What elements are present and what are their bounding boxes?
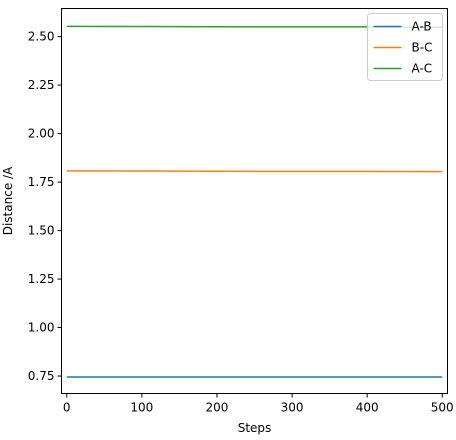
y-tick-label: 2.25 (28, 78, 55, 92)
plot-frame (61, 8, 448, 394)
y-axis-label: Distance /A (1, 166, 15, 235)
legend-box (367, 13, 443, 81)
legend-label-a-c: A-C (412, 62, 433, 76)
y-tick-label: 1.75 (28, 175, 55, 189)
x-tick-label: 200 (205, 401, 228, 415)
y-tick-label: 2.50 (28, 30, 55, 44)
x-tick-label: 300 (281, 401, 304, 415)
x-tick-label: 400 (356, 401, 379, 415)
y-tick-label: 1.00 (28, 321, 55, 335)
x-tick-label: 100 (130, 401, 153, 415)
x-axis-label: Steps (238, 421, 272, 435)
y-tick-label: 1.50 (28, 224, 55, 238)
y-tick-label: 2.00 (28, 127, 55, 141)
x-axis: 0 100 200 300 400 500 (63, 393, 454, 415)
x-tick-label: 0 (63, 401, 71, 415)
y-tick-label: 1.25 (28, 272, 55, 286)
legend-label-a-b: A-B (412, 20, 432, 34)
series-line-b-c (66, 170, 443, 173)
y-axis: 0.75 1.00 1.25 1.50 1.75 2.00 2.25 2.50 (28, 30, 62, 383)
legend: A-B B-C A-C (367, 13, 443, 81)
y-tick-label: 0.75 (28, 369, 55, 383)
x-tick-label: 500 (431, 401, 454, 415)
legend-label-b-c: B-C (412, 41, 433, 55)
